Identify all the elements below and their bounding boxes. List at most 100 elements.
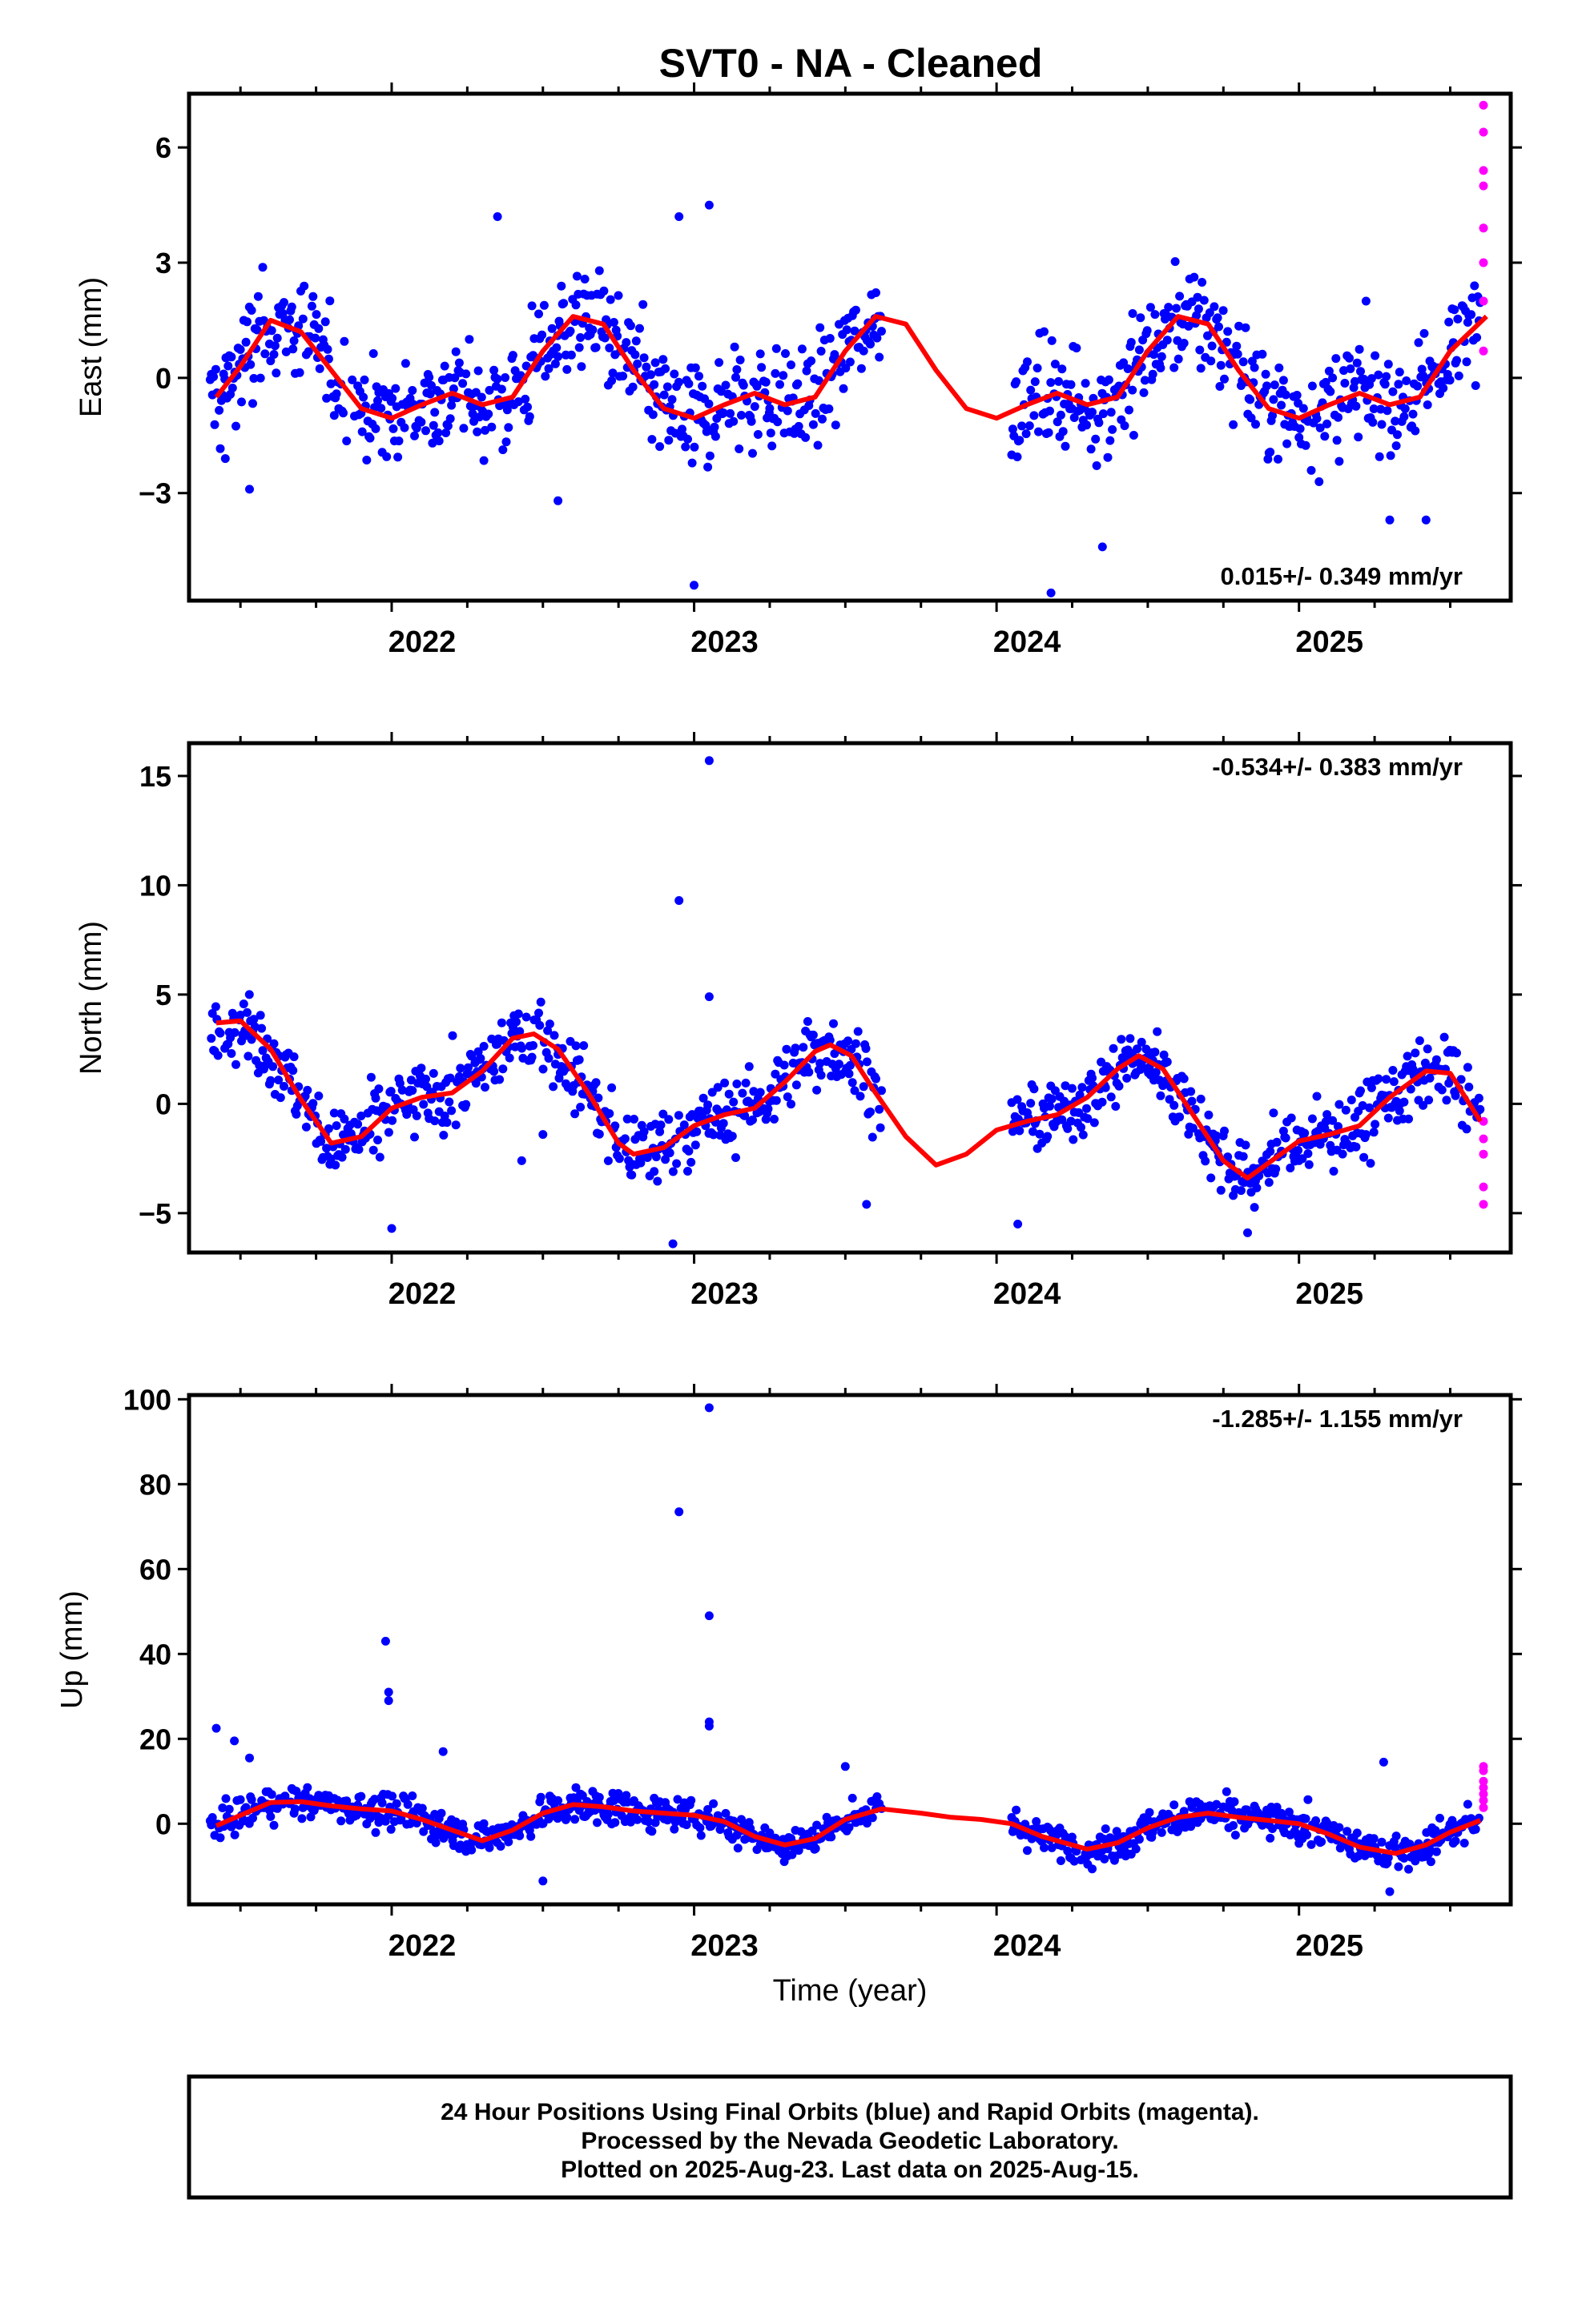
data-point-final	[658, 1109, 668, 1119]
data-point-final	[827, 1832, 836, 1842]
data-point-final	[215, 1028, 225, 1038]
data-point-final	[1089, 1118, 1099, 1128]
data-point-final	[1298, 404, 1308, 413]
data-point-final	[441, 428, 451, 437]
data-point-final	[366, 1072, 376, 1082]
data-point-final	[1169, 1800, 1179, 1810]
data-point-final	[247, 1035, 256, 1044]
x-tick-label: 2022	[388, 625, 457, 659]
data-point-final	[740, 1111, 750, 1120]
data-point-final	[802, 366, 811, 376]
data-point-final	[683, 434, 692, 444]
data-point-final	[686, 1157, 696, 1167]
data-point-final	[767, 441, 777, 451]
data-point-final	[322, 393, 332, 403]
y-tick-label: 10	[139, 869, 171, 902]
data-point-final	[1236, 1186, 1246, 1196]
data-point-final	[748, 448, 757, 458]
data-point-final	[245, 1753, 254, 1763]
data-point-final	[502, 405, 512, 415]
data-point-final	[266, 1811, 276, 1821]
data-point-final	[1408, 409, 1418, 419]
data-point-final	[245, 485, 254, 494]
data-point-final	[720, 1078, 730, 1088]
data-point-final	[1047, 336, 1057, 345]
data-point-final	[655, 442, 665, 452]
data-point-final	[787, 1100, 795, 1109]
data-point-final	[307, 301, 316, 311]
data-point-final	[314, 1092, 324, 1100]
data-point-final	[1058, 427, 1068, 436]
data-point-final	[211, 1002, 220, 1011]
data-point-final	[1175, 292, 1185, 301]
data-point-final	[605, 1109, 614, 1118]
data-point-final	[1452, 1048, 1461, 1058]
data-point-final	[1172, 304, 1181, 313]
data-point-final	[807, 356, 816, 366]
data-point-final	[1379, 1757, 1388, 1767]
data-point-final	[607, 376, 617, 385]
data-point-final	[1220, 1126, 1229, 1136]
data-point-final	[1218, 306, 1228, 316]
data-point-final	[779, 1060, 789, 1070]
data-point-final	[796, 1827, 806, 1836]
data-point-final	[1306, 1839, 1316, 1849]
data-point-final	[235, 1795, 245, 1804]
data-point-final	[686, 1795, 696, 1805]
data-point-final	[1375, 452, 1384, 461]
data-point-final	[223, 361, 233, 371]
data-point-final	[662, 382, 672, 392]
x-tick-label: 2022	[388, 1277, 457, 1311]
data-point-final	[1050, 360, 1060, 369]
x-tick-label: 2025	[1295, 1277, 1363, 1311]
data-point-final	[1204, 1110, 1214, 1120]
data-point-final	[479, 1042, 489, 1051]
x-tick-label: 2024	[993, 625, 1061, 659]
data-point-final	[1356, 367, 1365, 376]
data-point-final	[690, 581, 698, 590]
plot-frame	[187, 741, 1513, 1255]
data-point-final	[357, 427, 367, 436]
data-point-final	[247, 306, 256, 315]
data-point-final	[1452, 356, 1461, 365]
data-point-final	[1238, 357, 1248, 367]
data-point-final	[1431, 1055, 1441, 1064]
data-point-final	[618, 372, 628, 381]
data-point-final	[1358, 1101, 1367, 1110]
data-point-final	[1341, 1105, 1351, 1115]
data-point-final	[1391, 416, 1400, 426]
data-point-final	[1475, 1104, 1485, 1114]
plot-frame	[187, 91, 1513, 603]
data-point-final	[1186, 1087, 1196, 1096]
data-point-final	[1264, 1178, 1274, 1187]
data-point-final	[250, 1022, 260, 1031]
data-point-rapid	[1479, 223, 1488, 233]
data-point-final	[599, 286, 609, 296]
data-point-final	[1369, 404, 1379, 413]
data-point-final	[429, 420, 438, 430]
data-point-final	[1399, 1097, 1409, 1107]
data-point-final	[1082, 1104, 1091, 1113]
data-point-final	[877, 327, 886, 336]
data-point-final	[1156, 364, 1165, 372]
data-point-final	[845, 357, 855, 367]
data-point-final	[315, 364, 324, 373]
data-point-final	[684, 379, 694, 388]
data-point-final	[1088, 408, 1097, 417]
rate-annotation: 0.015+/- 0.349 mm/yr	[1221, 562, 1463, 590]
data-point-final	[1304, 1160, 1314, 1169]
data-point-final	[329, 411, 339, 420]
data-point-rapid	[1479, 258, 1488, 267]
data-point-final	[402, 1110, 412, 1120]
data-point-final	[732, 1080, 742, 1088]
data-point-final	[1097, 542, 1107, 552]
data-point-final	[670, 1824, 679, 1834]
data-point-final	[246, 360, 256, 369]
data-point-final	[1162, 1057, 1172, 1067]
data-point-final	[845, 1060, 855, 1070]
data-point-final	[536, 1792, 545, 1802]
data-point-final	[419, 1827, 429, 1836]
data-point-final	[1029, 411, 1039, 420]
data-point-final	[1272, 1137, 1282, 1147]
data-point-final	[704, 1611, 714, 1621]
